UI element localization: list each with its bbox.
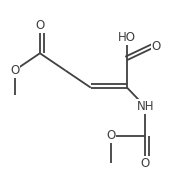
Text: NH: NH: [136, 100, 154, 113]
Text: O: O: [152, 40, 161, 53]
Text: O: O: [35, 19, 44, 32]
Text: O: O: [10, 64, 19, 77]
Text: HO: HO: [118, 31, 136, 44]
Text: O: O: [106, 129, 115, 142]
Text: O: O: [141, 157, 150, 170]
